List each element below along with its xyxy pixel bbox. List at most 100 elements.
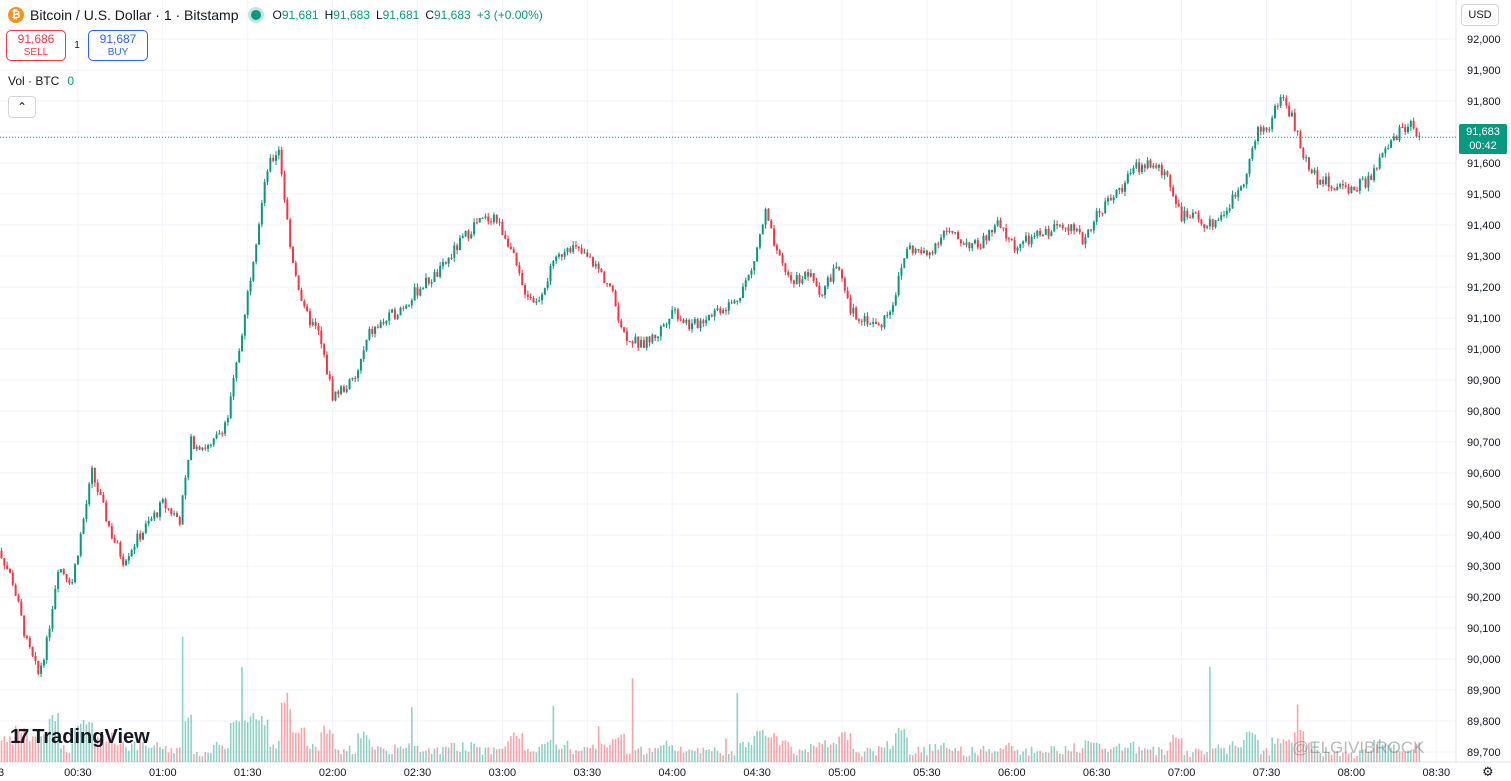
candle-body <box>1296 130 1299 132</box>
volume-bar <box>379 746 382 762</box>
candle-body <box>11 572 14 585</box>
volume-bar <box>0 740 3 762</box>
volume-bar <box>473 743 475 762</box>
volume-bar <box>334 749 337 762</box>
volume-bar <box>1356 755 1358 762</box>
volume-bar <box>1189 756 1191 762</box>
volume-bar <box>679 746 682 762</box>
volume-bar <box>999 748 1002 762</box>
volume-bar <box>1257 739 1259 762</box>
volume-bar <box>309 748 311 762</box>
volume-bar <box>396 747 399 762</box>
candle-body <box>549 266 552 282</box>
volume-bar <box>790 746 792 762</box>
candle-body <box>634 336 637 344</box>
candle-body <box>903 258 906 268</box>
currency-selector[interactable]: USD <box>1461 4 1499 26</box>
volume-bar <box>493 747 495 762</box>
time-axis[interactable]: 00:30 01:00 01:30 02:00 02:30 03:00 03:30 04:00… <box>0 767 1450 779</box>
candle-body <box>1418 135 1421 137</box>
x-tick-label: 03:00 <box>489 767 517 779</box>
y-tick-label: 89,800 <box>1467 716 1501 728</box>
y-tick-label: 91,800 <box>1467 96 1501 108</box>
volume-bar <box>909 754 911 762</box>
candle-body <box>110 525 113 539</box>
x-tick-label: 03:30 <box>574 767 602 779</box>
gear-icon[interactable]: ⚙ <box>1482 764 1494 779</box>
volume-bar <box>532 751 535 762</box>
symbol-title[interactable]: Bitcoin / U.S. Dollar · 1 · Bitstamp <box>30 7 239 23</box>
candle-body <box>470 234 473 239</box>
volume-bar <box>818 742 821 762</box>
volume-bar <box>1361 749 1364 762</box>
volume-bar <box>317 750 320 762</box>
volume-bar <box>340 754 342 762</box>
volume-bar <box>286 692 289 762</box>
candle-body <box>923 250 926 254</box>
volume-bar <box>606 747 608 762</box>
candle-body <box>1039 230 1042 236</box>
candle-body <box>611 285 614 292</box>
volume-bar <box>210 752 212 762</box>
volume-bar <box>1177 738 1180 762</box>
x-tick-label: 04:00 <box>658 767 686 779</box>
volume-bar <box>705 750 707 762</box>
volume-bar <box>289 709 291 762</box>
candle-body <box>272 157 275 161</box>
y-tick-label: 90,100 <box>1467 623 1501 635</box>
volume-bar <box>1384 743 1387 762</box>
volume-bar <box>541 744 543 762</box>
volume-bar <box>665 740 668 762</box>
volume-bar <box>442 747 444 762</box>
buy-button[interactable]: 91,687 BUY <box>88 30 148 61</box>
candle-body <box>1024 235 1027 242</box>
candle-body <box>852 307 855 314</box>
volume-bar <box>1155 755 1157 762</box>
candle-body <box>1152 165 1155 168</box>
volume-legend[interactable]: Vol · BTC 0 <box>8 74 74 88</box>
candle-body <box>328 374 331 380</box>
volume-bar <box>77 725 79 762</box>
candle-body <box>552 261 555 267</box>
tradingview-logo-icon: 17 <box>10 726 29 748</box>
volume-bar <box>266 719 269 762</box>
volume-bar <box>422 751 424 762</box>
candle-body <box>139 533 142 540</box>
volume-bar <box>569 749 572 762</box>
candle-body <box>473 222 476 235</box>
candle-body <box>297 275 300 290</box>
candle-body <box>521 272 524 286</box>
volume-value: 0 <box>67 74 75 88</box>
volume-bar <box>246 722 249 762</box>
volume-bar <box>518 738 521 762</box>
volume-bar <box>425 750 427 762</box>
collapse-legend-button[interactable]: ⌃ <box>8 96 36 118</box>
candle-body <box>733 300 736 304</box>
tradingview-logo[interactable]: 17 TradingView <box>10 726 150 749</box>
candle-body <box>1002 227 1005 229</box>
volume-bar <box>756 731 758 762</box>
x-tick-label: 01:00 <box>149 767 177 779</box>
volume-bar <box>252 713 255 762</box>
volume-bar <box>1251 732 1254 762</box>
volume-bar <box>337 749 340 762</box>
candle-body <box>224 422 227 434</box>
candle-body <box>464 230 467 237</box>
volume-bar <box>1090 742 1092 762</box>
candle-body <box>1279 97 1282 106</box>
candle-body <box>1061 224 1064 228</box>
volume-bar <box>17 728 20 762</box>
sell-button[interactable]: 91,686 SELL <box>6 30 66 61</box>
volume-bar <box>611 739 614 762</box>
candle-body <box>651 334 654 343</box>
x-tick-label: 3 <box>0 767 4 779</box>
volume-bar <box>1333 752 1336 762</box>
market-status-icon[interactable] <box>250 10 261 20</box>
candle-body <box>625 331 628 342</box>
price-axis[interactable]: 89,700 89,800 89,900 90,000 90,100 90,200 90,3… <box>1467 34 1501 759</box>
candle-body <box>869 323 872 325</box>
candle-body <box>195 446 198 449</box>
volume-bar <box>1008 742 1010 762</box>
candle-body <box>422 288 425 290</box>
